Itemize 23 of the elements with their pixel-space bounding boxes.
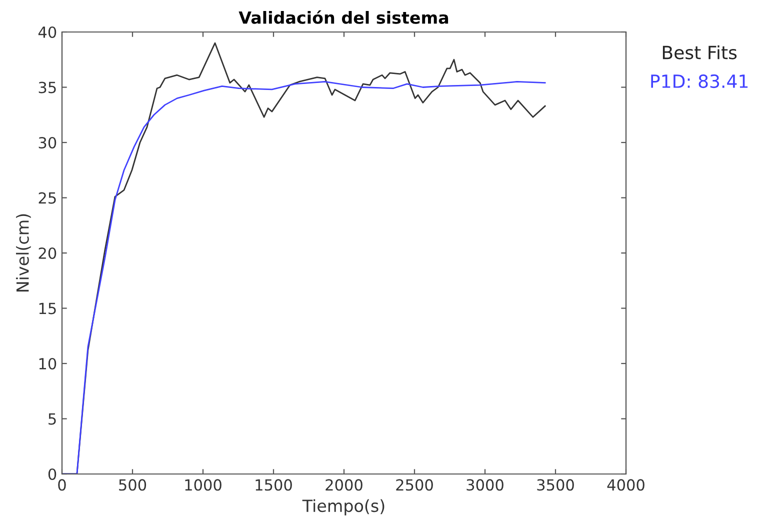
x-tick-label: 1500 xyxy=(256,479,292,491)
y-axis-title: Nivel(cm) xyxy=(16,214,31,292)
y-tick-label: 35 xyxy=(38,82,56,94)
x-tick-label: 500 xyxy=(119,479,146,491)
x-tick-label: 3000 xyxy=(466,479,504,491)
x-tick-label: 2000 xyxy=(326,479,362,491)
y-tick-label: 40 xyxy=(38,26,56,38)
y-tick-label: 15 xyxy=(39,302,56,314)
x-axis-title: Tiempo(s) xyxy=(302,499,384,516)
text: P1D: 83.41 xyxy=(651,74,748,88)
y-tick-label: 0 xyxy=(48,468,56,480)
y-tick-label: 30 xyxy=(38,136,56,149)
y-tick-label: 25 xyxy=(38,192,56,204)
legend-title: Best Fits xyxy=(662,45,737,60)
y-tick-label: 5 xyxy=(48,413,56,425)
y-tick-label: 10 xyxy=(39,358,56,370)
x-tick-label: 3500 xyxy=(537,479,574,491)
x-tick-label: 4000 xyxy=(607,479,644,491)
y-tick-label: 20 xyxy=(38,247,56,260)
chart-title: Validación del sistema xyxy=(238,10,448,24)
x-tick-label: 1000 xyxy=(185,479,222,491)
x-tick-label: 0 xyxy=(58,479,66,491)
x-tick-label: 2500 xyxy=(396,479,433,491)
